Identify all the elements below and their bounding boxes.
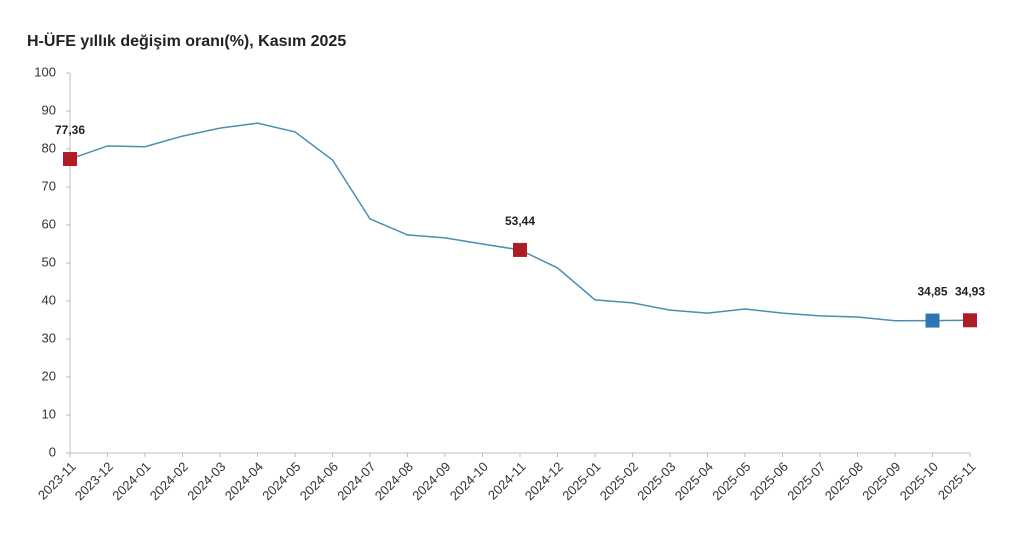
marker bbox=[63, 152, 77, 167]
x-tick-label: 2025-02 bbox=[597, 459, 641, 503]
marker bbox=[963, 313, 977, 328]
x-tick-label: 2025-06 bbox=[747, 459, 791, 503]
y-tick-label: 0 bbox=[49, 444, 56, 459]
x-tick-label: 2024-10 bbox=[447, 459, 491, 503]
x-tick-label: 2023-12 bbox=[72, 459, 116, 503]
value-label: 53,44 bbox=[505, 214, 535, 228]
x-tick-label: 2025-05 bbox=[709, 459, 753, 503]
x-tick-label: 2025-09 bbox=[859, 459, 903, 503]
x-tick-label: 2025-01 bbox=[559, 459, 603, 503]
chart-title: H-ÜFE yıllık değişim oranı(%), Kasım 202… bbox=[27, 31, 346, 50]
x-tick-label: 2024-02 bbox=[147, 459, 191, 503]
x-tick-label: 2024-11 bbox=[485, 459, 529, 503]
x-tick-label: 2024-03 bbox=[184, 459, 228, 503]
x-tick-label: 2024-04 bbox=[222, 459, 266, 503]
y-tick-label: 50 bbox=[42, 254, 56, 269]
x-tick-label: 2024-09 bbox=[409, 459, 453, 503]
x-tick-label: 2023-11 bbox=[35, 459, 79, 503]
y-tick-label: 40 bbox=[42, 292, 56, 307]
y-tick-label: 60 bbox=[42, 216, 56, 231]
y-tick-label: 20 bbox=[42, 368, 56, 383]
x-tick-label: 2025-11 bbox=[935, 459, 979, 503]
y-tick-label: 10 bbox=[42, 406, 56, 421]
y-tick-label: 70 bbox=[42, 178, 56, 193]
x-tick-label: 2024-12 bbox=[522, 459, 566, 503]
y-tick-label: 30 bbox=[42, 330, 56, 345]
x-tick-label: 2025-07 bbox=[784, 459, 828, 503]
x-tick-label: 2024-06 bbox=[297, 459, 341, 503]
x-tick-label: 2024-01 bbox=[109, 459, 153, 503]
y-tick-label: 100 bbox=[34, 64, 56, 79]
y-tick-label: 80 bbox=[42, 140, 56, 155]
x-tick-label: 2025-04 bbox=[672, 459, 716, 503]
value-label: 77,36 bbox=[55, 123, 85, 137]
x-tick-label: 2025-03 bbox=[634, 459, 678, 503]
value-label: 34,85 bbox=[917, 285, 947, 299]
marker bbox=[925, 313, 940, 328]
x-tick-label: 2024-07 bbox=[334, 459, 378, 503]
value-label: 34,93 bbox=[955, 284, 985, 298]
x-tick-label: 2024-05 bbox=[259, 459, 303, 503]
x-tick-label: 2025-08 bbox=[822, 459, 866, 503]
marker bbox=[513, 242, 527, 257]
y-tick-label: 90 bbox=[42, 102, 56, 117]
x-tick-label: 2024-08 bbox=[372, 459, 416, 503]
x-tick-label: 2025-10 bbox=[897, 459, 941, 503]
